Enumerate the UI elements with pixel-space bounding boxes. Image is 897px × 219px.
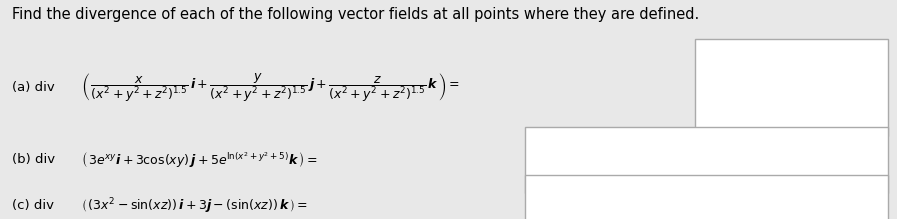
Text: (c) div: (c) div — [12, 199, 54, 212]
FancyBboxPatch shape — [695, 39, 888, 136]
Text: $\left(\, 3e^{xy}\boldsymbol{i} + 3\cos(xy)\,\boldsymbol{j} + 5e^{\ln(x^2+y^2+5): $\left(\, 3e^{xy}\boldsymbol{i} + 3\cos(… — [81, 150, 318, 170]
FancyBboxPatch shape — [525, 175, 888, 219]
Text: $\left(\, (3x^2 - \sin(xz))\,\boldsymbol{i} + 3\boldsymbol{j} - (\sin(xz))\,\bol: $\left(\, (3x^2 - \sin(xz))\,\boldsymbol… — [81, 196, 308, 216]
Text: $\left(\, \dfrac{x}{(x^2+y^2+z^2)^{1.5}}\,\boldsymbol{i} + \dfrac{y}{(x^2+y^2+z^: $\left(\, \dfrac{x}{(x^2+y^2+z^2)^{1.5}}… — [81, 72, 460, 104]
Text: (b) div: (b) div — [12, 153, 55, 166]
FancyBboxPatch shape — [525, 127, 888, 193]
Text: (a) div: (a) div — [12, 81, 55, 94]
Text: Find the divergence of each of the following vector fields at all points where t: Find the divergence of each of the follo… — [12, 7, 699, 21]
